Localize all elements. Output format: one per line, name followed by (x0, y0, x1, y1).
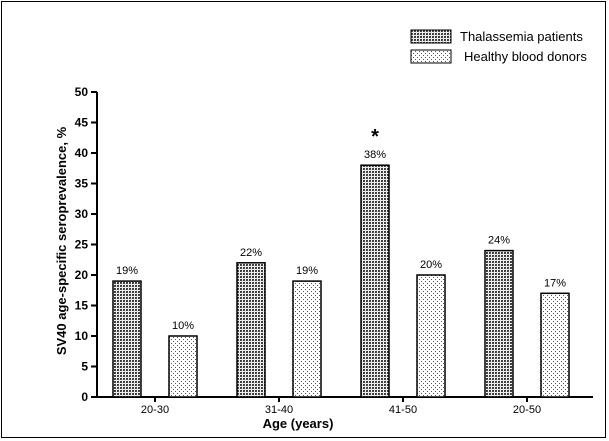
bar-thalassemia-41-50 (360, 164, 390, 398)
bar-thalassemia-20-30 (112, 280, 142, 398)
significance-star: * (371, 126, 379, 148)
x-tick-label: 20-50 (513, 404, 541, 416)
y-tick-label: 0 (81, 390, 88, 404)
y-tick-label: 50 (75, 85, 89, 99)
bar-healthy-20-30 (168, 335, 198, 398)
x-tick-label: 41-50 (389, 404, 417, 416)
data-label: 19% (296, 265, 318, 277)
y-tick-label: 15 (75, 299, 89, 313)
axes: 0 5 10 15 20 25 30 35 40 45 50 20-30 31-40 41-50 20-50 (75, 85, 593, 416)
x-axis-title: Age (years) (263, 416, 334, 431)
legend-label-healthy: Healthy blood donors (464, 49, 587, 64)
data-label: 20% (420, 259, 442, 271)
y-tick-label: 35 (75, 177, 89, 191)
y-tick-label: 25 (75, 238, 89, 252)
data-labels: 19% 10% 22% 19% 38% 20% 24% 17% * (116, 126, 566, 332)
y-axis-title: SV40 age-specific seroprevalence, % (54, 126, 69, 355)
y-tick-label: 20 (75, 268, 89, 282)
y-tick-label: 5 (81, 360, 88, 374)
y-tick-label: 45 (75, 116, 89, 130)
legend-swatch-healthy (410, 49, 452, 64)
bar-healthy-31-40 (292, 280, 322, 398)
bars (112, 164, 570, 398)
y-tick-label: 10 (75, 329, 89, 343)
data-label: 24% (488, 235, 510, 247)
data-label: 22% (240, 247, 262, 259)
legend-swatch-thalassemia (410, 29, 452, 44)
bar-healthy-20-50 (540, 292, 570, 398)
data-label: 19% (116, 265, 138, 277)
data-label: 10% (172, 320, 194, 332)
bar-healthy-41-50 (416, 274, 446, 398)
y-tick-label: 30 (75, 207, 89, 221)
data-label: 17% (544, 277, 566, 289)
bar-thalassemia-31-40 (236, 262, 266, 398)
x-tick-label: 20-30 (141, 404, 169, 416)
x-tick-label: 31-40 (265, 404, 293, 416)
bar-thalassemia-20-50 (484, 249, 514, 398)
data-label: 38% (364, 149, 386, 161)
legend: Thalassemia patients Healthy blood donor… (410, 29, 587, 64)
y-tick-label: 40 (75, 146, 89, 160)
legend-label-thalassemia: Thalassemia patients (460, 29, 583, 44)
